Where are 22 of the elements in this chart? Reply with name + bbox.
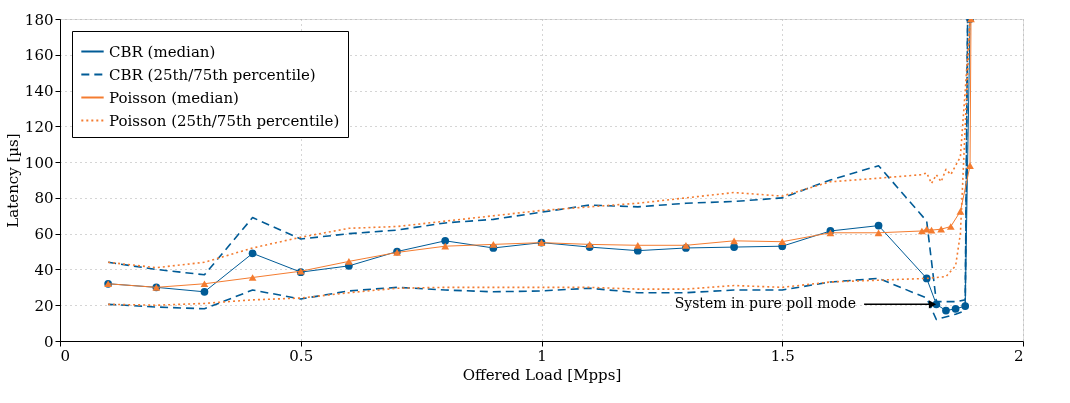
y-tick-label: 20 — [34, 296, 54, 315]
x-tick-label: 0 — [60, 346, 71, 365]
legend-label: Poisson (median) — [109, 88, 239, 107]
x-tick-label: 2 — [1013, 346, 1024, 365]
x-tick-label: 1 — [537, 346, 547, 365]
x-tick-label: 0.5 — [289, 346, 314, 365]
y-tick-label: 160 — [24, 46, 54, 65]
x-axis-title: Offered Load [Mpps] — [462, 365, 622, 384]
legend-label: CBR (25th/75th percentile) — [109, 65, 316, 84]
y-tick-label: 80 — [34, 189, 54, 208]
y-tick-label: 120 — [24, 117, 54, 136]
y-tick-label: 60 — [34, 225, 54, 244]
y-tick-label: 180 — [24, 10, 54, 29]
y-tick-label: 0 — [43, 332, 54, 351]
annotation: System in pure poll mode — [674, 295, 857, 312]
legend-label: Poisson (25th/75th percentile) — [109, 111, 340, 130]
y-tick-label: 100 — [24, 153, 54, 172]
legend-label: CBR (median) — [109, 42, 216, 61]
x-tick-label: 1.5 — [770, 346, 795, 365]
y-tick-label: 40 — [34, 260, 54, 279]
y-tick-label: 140 — [24, 82, 54, 101]
y-axis-title: Latency [µs] — [3, 133, 22, 228]
